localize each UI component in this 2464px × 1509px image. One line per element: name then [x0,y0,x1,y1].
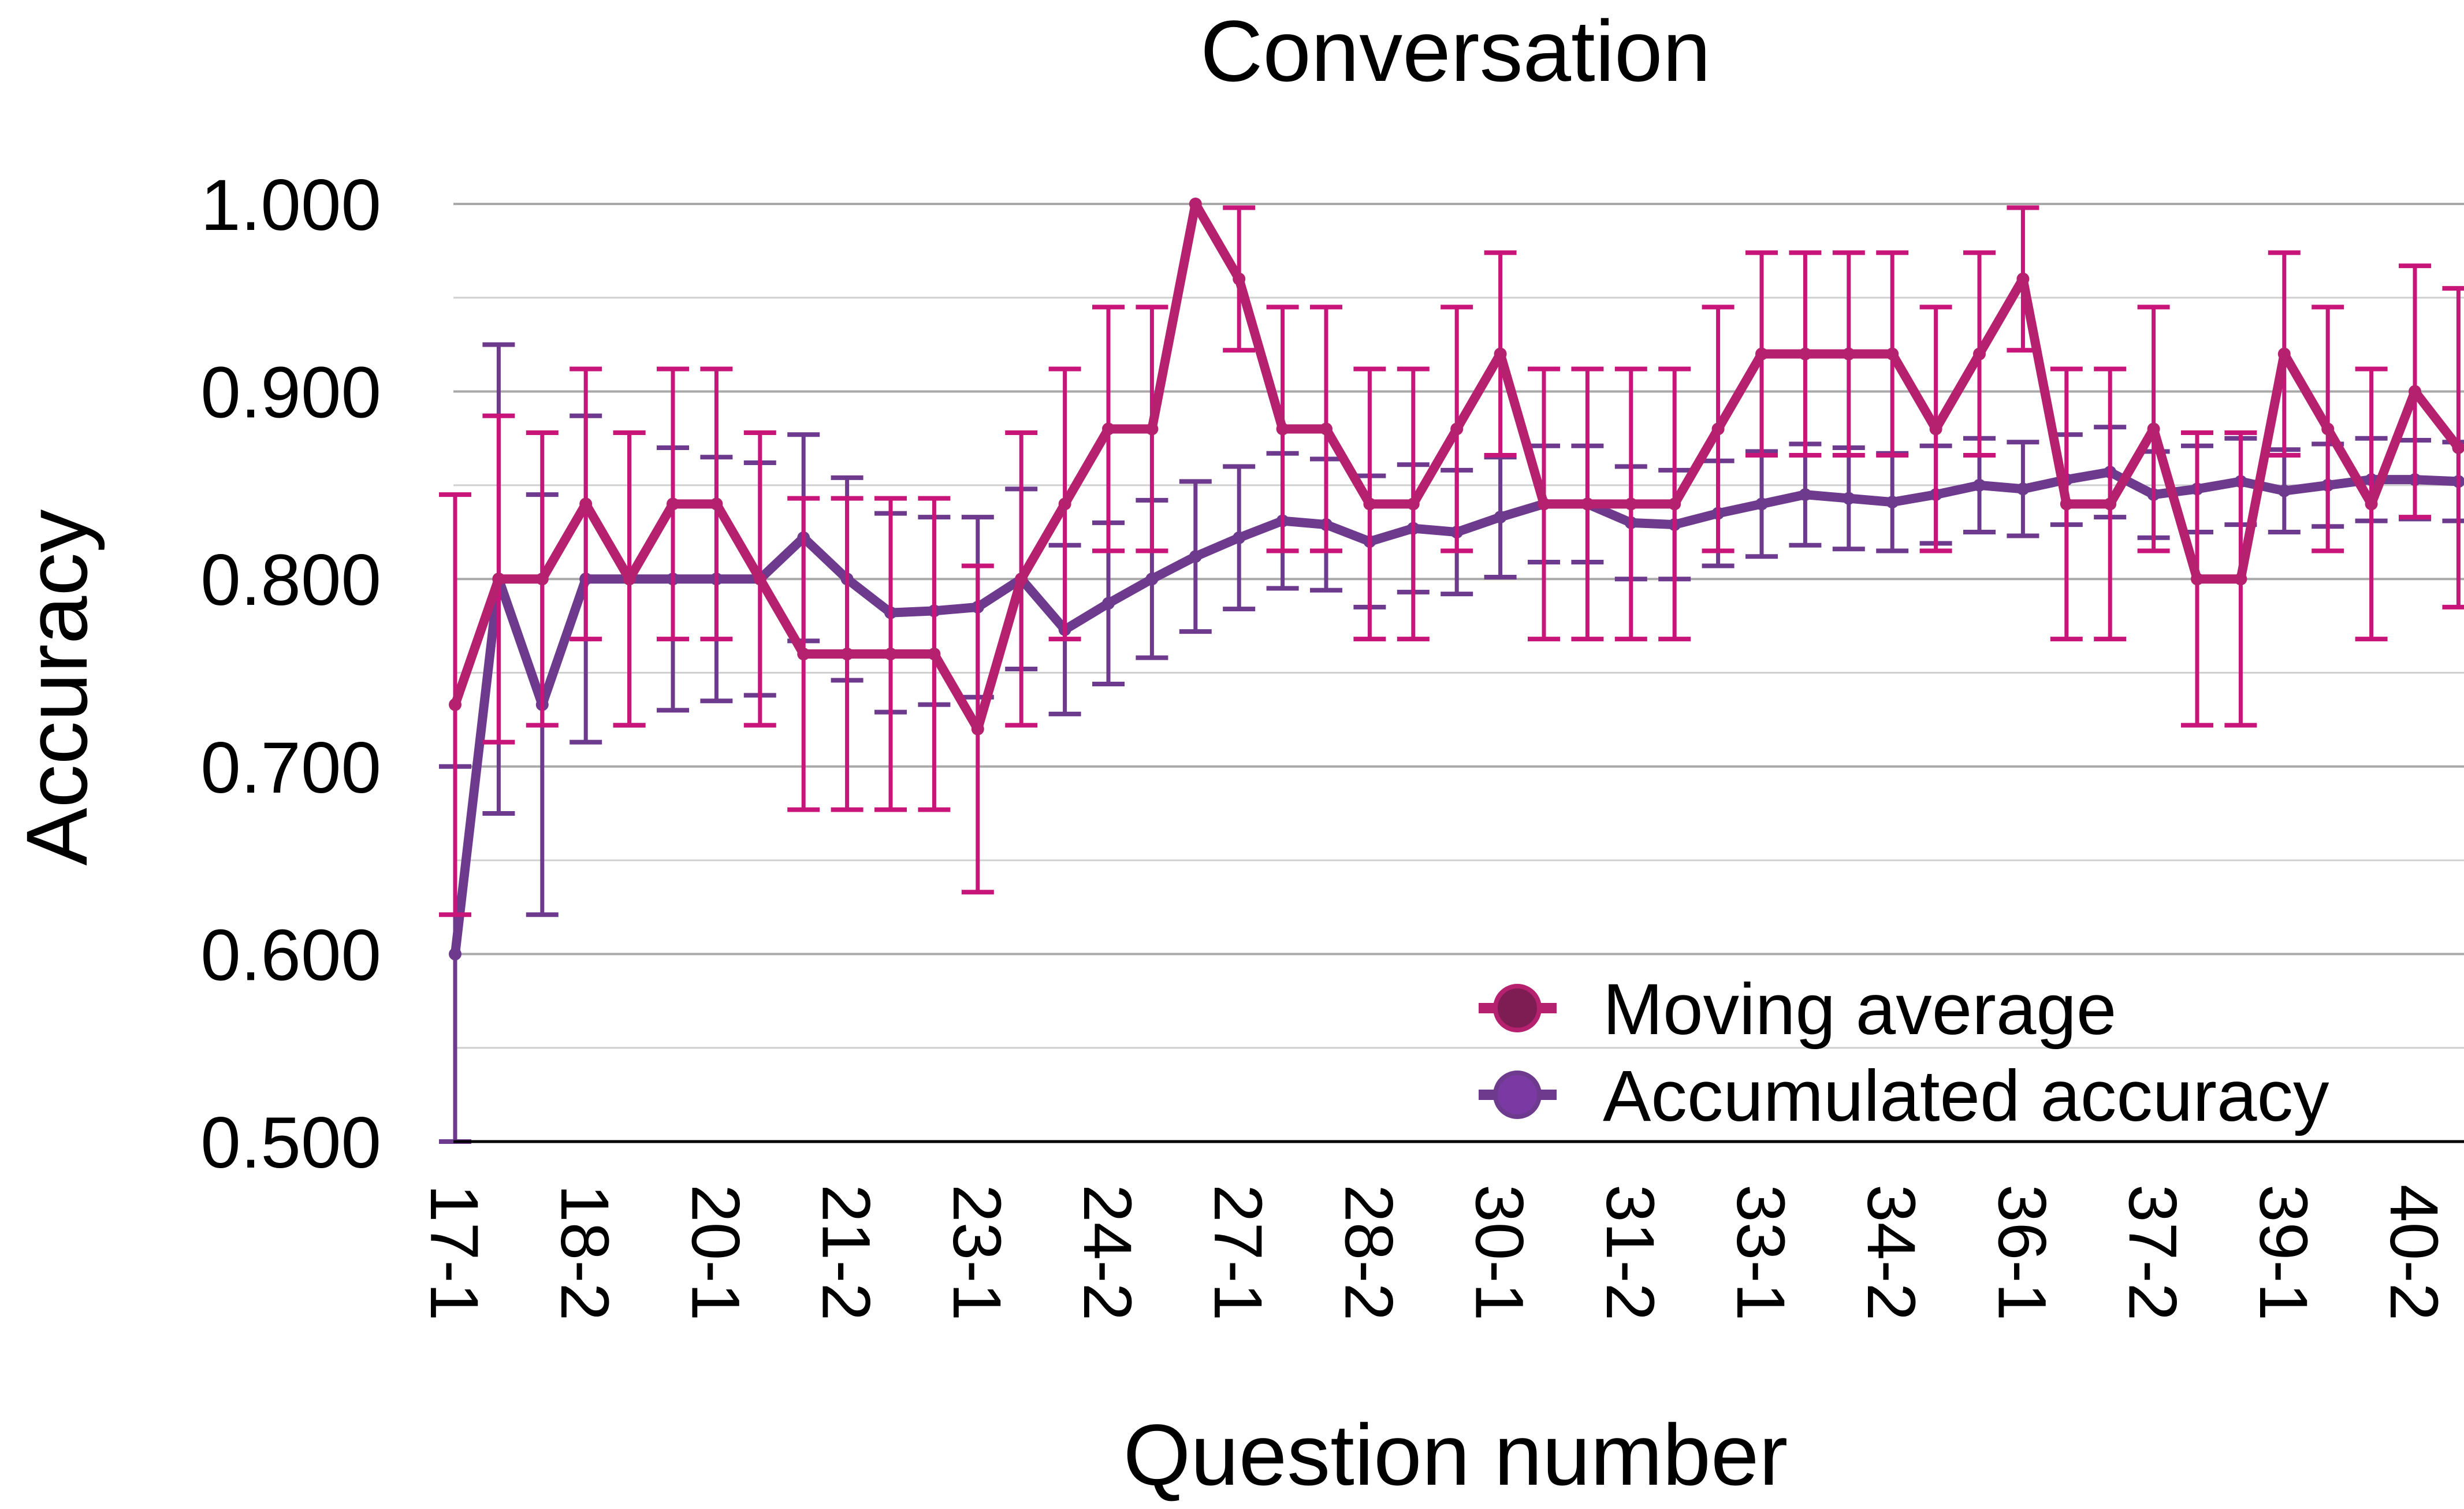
x-tick-label: 17-1 [416,1184,492,1321]
data-point [2452,441,2464,454]
data-point [623,573,636,586]
data-point [535,573,549,586]
legend-label-accumulated-accuracy: Accumulated accuracy [1603,1056,2329,1136]
data-point [2104,497,2117,511]
data-point [1538,497,1550,511]
y-tick-label: 0.600 [200,915,381,995]
data-point [449,947,461,961]
legend-marker-moving-average [1493,984,1542,1032]
x-tick-label: 18-2 [546,1184,623,1321]
data-point [2277,484,2291,497]
x-tick-label: 23-1 [939,1184,1015,1321]
data-point [1189,550,1202,563]
x-tick-label: 36-1 [1983,1184,2060,1321]
data-point [2234,573,2247,586]
data-point [1363,497,1376,511]
data-point [1406,497,1420,511]
x-tick-label: 37-2 [2115,1184,2191,1321]
x-tick-label: 28-2 [1330,1184,1406,1321]
y-tick-label: 0.800 [200,540,381,620]
y-axis-label: Accuracy [8,510,105,866]
data-point [1624,497,1637,511]
data-point [1450,422,1464,436]
data-point [2060,497,2073,511]
x-tick-label: 39-1 [2245,1184,2321,1321]
x-tick-label: 34-2 [1853,1184,1929,1321]
data-point [1189,198,1202,210]
data-point [1494,511,1507,524]
data-point [1842,492,1855,505]
x-tick-label: 31-2 [1592,1184,1668,1321]
data-point [2409,385,2421,398]
x-tick-label: 20-1 [677,1184,753,1321]
data-point [579,497,593,511]
data-point [1015,573,1028,586]
legend: Moving average Accumulated accuracy [1479,969,2329,1136]
data-point [2016,272,2030,285]
y-tick-label: 0.500 [200,1103,381,1183]
x-tick-label: 24-2 [1069,1184,1145,1321]
data-point [797,648,810,661]
data-point [1973,347,1986,360]
data-point [1102,597,1115,610]
x-axis-label: Question number [1123,1406,1788,1503]
legend-item-moving-average: Moving average [1479,969,2116,1050]
data-point [1102,422,1115,436]
legend-marker-accumulated-accuracy [1493,1071,1542,1119]
data-point [1320,422,1333,436]
x-tick-labels: 17-1 18-2 20-1 21-2 23-1 24-2 27-1 28-2 30-1 31-2… [416,1184,2452,1321]
data-point [2321,422,2335,436]
data-point [2277,347,2291,360]
data-point [1886,496,1899,509]
x-tick-label: 30-1 [1461,1184,1538,1321]
data-point [2191,573,2204,586]
data-point [1233,531,1246,544]
data-point [1799,347,1812,360]
series-moving-average [439,198,2464,917]
legend-item-accumulated-accuracy: Accumulated accuracy [1479,1056,2329,1136]
data-point [492,573,505,586]
y-tick-label: 1.000 [200,165,381,246]
x-tick-label: 40-2 [2376,1184,2452,1321]
data-point [1973,478,1986,492]
data-point [1799,488,1812,501]
data-point [753,573,766,586]
data-point [1276,422,1289,436]
series-layer [439,198,2464,1144]
data-point [1058,497,1071,511]
data-point [1494,347,1507,360]
data-point [1755,347,1768,360]
x-tick-label: 33-1 [1722,1184,1799,1321]
y-tick-label: 0.700 [200,728,381,808]
data-point [2365,497,2378,511]
data-point [1711,422,1725,436]
data-point [667,497,679,511]
data-point [2147,422,2160,436]
data-point [1145,573,1159,586]
y-tick-labels: 0.500 0.600 0.700 0.800 0.900 1.000 [200,165,381,1183]
data-point [1668,497,1681,511]
legend-label-moving-average: Moving average [1603,969,2116,1050]
y-tick-label: 0.900 [200,353,381,433]
data-point [1233,272,1246,285]
data-point [840,648,854,661]
data-point [1755,497,1768,511]
data-point [2016,482,2030,496]
data-point [1842,347,1855,360]
data-point [449,698,461,711]
x-tick-label: 21-2 [808,1184,884,1321]
data-point [1886,347,1899,360]
data-point [1581,497,1594,511]
data-point [1145,422,1159,436]
x-tick-label: 27-1 [1200,1184,1276,1321]
data-point [928,648,941,661]
data-point [1929,422,1942,436]
chart-title: Conversation [1200,2,1711,99]
data-point [971,722,984,735]
data-point [884,648,897,661]
data-point [710,497,723,511]
